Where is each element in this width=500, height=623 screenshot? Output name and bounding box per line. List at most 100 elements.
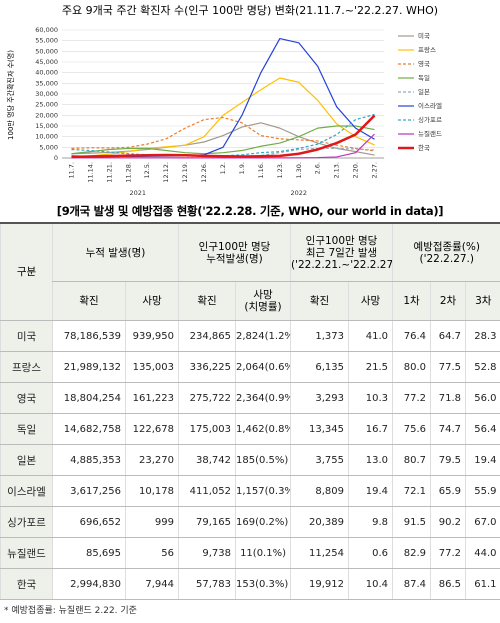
- table-cell: 41.0: [348, 320, 393, 352]
- table-cell: 13.0: [348, 444, 393, 476]
- table-cell: 65.9: [430, 475, 466, 507]
- header-cell: 확진: [178, 281, 236, 321]
- legend-label: 뉴질랜드: [418, 129, 442, 138]
- table-row: 한국 2,994,830 7,944 57,783 153(0.3%) 19,912 10.…: [0, 568, 500, 600]
- table-cell: 2,064(0.6%): [235, 351, 291, 383]
- table-row: 이스라엘3,617,25610,178411,0521,157(0.3%)8,8…: [0, 475, 500, 507]
- table-cell: 3,293: [290, 382, 349, 414]
- table-cell: 90.2: [430, 506, 466, 538]
- table-cell: 38,742: [178, 444, 236, 476]
- header-row: 확진 사망 확진 사망 (치명률) 확진 사망 1차 2차 3차: [1, 281, 500, 321]
- table-cell: 19.4: [465, 444, 500, 476]
- table-cell: 67.0: [465, 506, 500, 538]
- row-header: 싱가포르: [0, 506, 53, 538]
- table-cell: 9,738: [178, 537, 236, 569]
- table-cell: 77.5: [430, 351, 466, 383]
- series-line: [71, 125, 375, 155]
- x-tick-label: 1.16.: [257, 162, 265, 179]
- table-cell: 75.6: [392, 413, 431, 445]
- table-cell: 28.3: [465, 320, 500, 352]
- legend-label: 이스라엘: [418, 101, 442, 110]
- table-cell: 71.8: [430, 382, 466, 414]
- header-cell: 인구100만 명당 최근 7일간 발생 ('22.2.21.~'22.2.27.…: [290, 222, 393, 282]
- legend-label: 싱가포르: [418, 115, 442, 124]
- row-header: 이스라엘: [0, 475, 53, 507]
- table-cell: 85,695: [52, 537, 126, 569]
- table-cell: 64.7: [430, 320, 466, 352]
- header-cell: 3차: [465, 281, 500, 321]
- chart-title: 주요 9개국 주간 확진자 수(인구 100만 명당) 변화(21.11.7.~…: [62, 4, 438, 17]
- table-cell: 169(0.2%): [235, 506, 291, 538]
- table-row: 프랑스21,989,132135,003336,2252,064(0.6%)6,…: [0, 351, 500, 383]
- table-cell: 86.5: [430, 568, 466, 600]
- x-tick-label: 2.20.: [352, 162, 360, 179]
- x-tick-label: 1.23.: [276, 162, 284, 179]
- header-cell: 사망: [125, 281, 179, 321]
- series-line: [71, 114, 376, 159]
- x-group-label: 2022: [290, 189, 307, 197]
- x-tick-label: 11.28.: [124, 162, 132, 183]
- row-header: 프랑스: [0, 351, 53, 383]
- table-cell: 275,722: [178, 382, 236, 414]
- table-cell: 1,373: [290, 320, 349, 352]
- table-cell: 2,994,830: [52, 568, 126, 600]
- table-cell: 2,364(0.9%): [235, 382, 291, 414]
- table-cell: 2,824(1.2%): [235, 320, 291, 352]
- legend-label: 미국: [418, 31, 430, 40]
- x-tick-label: 12.26.: [200, 162, 208, 183]
- row-header: 영국: [0, 382, 53, 414]
- table-cell: 11,254: [290, 537, 349, 569]
- table-cell: 10.4: [348, 568, 393, 600]
- table-cell: 13,345: [290, 413, 349, 445]
- table-cell: 19,912: [290, 568, 349, 600]
- series-line: [71, 37, 375, 158]
- series-line: [71, 116, 375, 152]
- table-cell: 80.0: [392, 351, 431, 383]
- series-line: [71, 77, 375, 158]
- table-row: 영국18,804,254161,223275,7222,364(0.9%)3,2…: [0, 382, 500, 414]
- header-cell: 구분: [0, 222, 53, 321]
- x-tick-label: 1.9.: [238, 162, 246, 174]
- table-cell: 44.0: [465, 537, 500, 569]
- x-tick-label: 1.30.: [295, 162, 303, 179]
- table-cell: 91.5: [392, 506, 431, 538]
- table-cell: 3,755: [290, 444, 349, 476]
- table-cell: 55.9: [465, 475, 500, 507]
- legend-label: 영국: [418, 59, 430, 68]
- table-cell: 16.7: [348, 413, 393, 445]
- x-tick-label: 12.5.: [143, 162, 151, 179]
- table-cell: 20,389: [290, 506, 349, 538]
- table-cell: 72.1: [392, 475, 431, 507]
- table-cell: 161,223: [125, 382, 179, 414]
- table-cell: 411,052: [178, 475, 236, 507]
- chart: 주요 9개국 주간 확진자 수(인구 100만 명당) 변화(21.11.7.~…: [6, 4, 442, 197]
- legend-label: 독일: [418, 73, 430, 82]
- table-cell: 1,157(0.3%): [235, 475, 291, 507]
- header-cell: 사망: [348, 281, 393, 321]
- header-cell: 사망 (치명률): [235, 281, 291, 321]
- row-header: 뉴질랜드: [0, 537, 53, 569]
- table-cell: 10,178: [125, 475, 179, 507]
- header-cell: 2차: [430, 281, 466, 321]
- table-cell: 23,270: [125, 444, 179, 476]
- header-cell: 예방접종률(%) ('22.2.27.): [392, 222, 500, 282]
- table-cell: 21.5: [348, 351, 393, 383]
- table-cell: 14,682,758: [52, 413, 126, 445]
- table-cell: 4,885,353: [52, 444, 126, 476]
- table-cell: 939,950: [125, 320, 179, 352]
- x-tick-label: 11.14.: [86, 162, 94, 183]
- x-tick-label: 2.6.: [314, 162, 322, 174]
- table-cell: 61.1: [465, 568, 500, 600]
- legend-label: 프랑스: [418, 46, 436, 54]
- table-cell: 7,944: [125, 568, 179, 600]
- table-cell: 57,783: [178, 568, 236, 600]
- table-cell: 18,804,254: [52, 382, 126, 414]
- table-cell: 56: [125, 537, 179, 569]
- table-cell: 80.7: [392, 444, 431, 476]
- table-cell: 77.2: [392, 382, 431, 414]
- table-cell: 21,989,132: [52, 351, 126, 383]
- table-row: 일본 4,885,353 23,270 38,742 185(0.5%) 3,755 13.…: [0, 444, 500, 476]
- series-line: [71, 122, 375, 156]
- header-cell: 1차: [392, 281, 431, 321]
